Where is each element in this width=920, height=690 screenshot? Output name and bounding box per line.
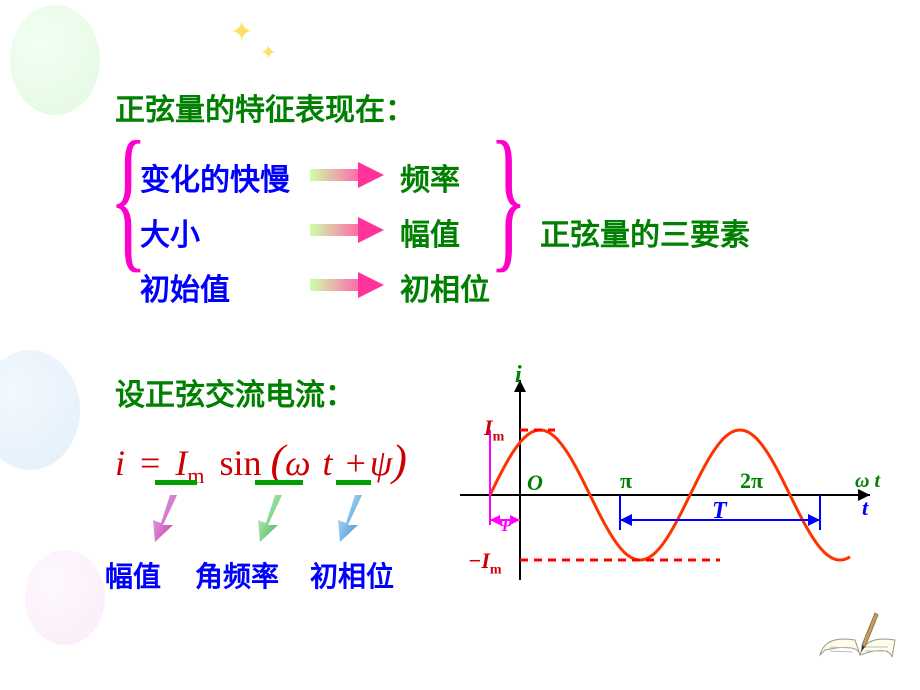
arrow-1 [310,162,385,188]
arrow-3 [310,272,385,298]
row-right-2: 幅值 [400,210,460,254]
formula-eq: = [134,443,166,483]
chart-omega-t-label: ω t [855,470,880,493]
formula-t: t [320,443,333,483]
decor-sparkle: ✦ [260,40,277,65]
underline-omega-t [255,480,303,485]
row-left-2: 大小 [140,210,200,254]
small-arrow-1 [145,490,195,545]
formula-Im: I [175,443,187,483]
arrow-2 [310,217,385,243]
formula-lparen: ( [270,436,285,485]
formula-omega: ω [285,443,310,483]
formula-i: i [115,443,125,483]
formula-psi: ψ [370,443,392,483]
decor-notebook-icon [810,605,900,675]
brace-right: } [489,105,527,290]
chart-T-label: T [712,498,727,525]
three-elements-label: 正弦量的三要素 [540,210,750,254]
formula-rparen: ) [392,436,407,485]
chart-t-label: t [862,495,868,521]
chart-O-label: O [527,470,543,496]
formula-sin: sin [213,443,261,483]
row-left-3: 初始值 [140,265,230,309]
chart-i-label: i [515,362,522,389]
label-initial-phase: 初相位 [310,555,394,595]
row-right-1: 频率 [400,155,460,199]
page-title: 正弦量的特征表现在： [115,85,415,129]
underline-Im [155,480,197,485]
sine-chart [450,370,900,600]
label-amplitude: 幅值 [105,555,161,595]
row-left-1: 变化的快慢 [140,155,290,199]
chart-2pi-label: 2π [740,468,763,494]
chart-pi-label: π [620,468,632,494]
decor-balloon-pink [25,550,105,645]
chart-Im-label: Im [484,415,504,445]
label-angular-freq: 角频率 [195,555,279,595]
row-right-3: 初相位 [400,265,490,309]
decor-balloon-blue [0,350,80,470]
small-arrow-2 [250,490,300,545]
chart-negIm-label: −Im [468,548,502,578]
formula-plus: + [342,443,370,483]
subtitle: 设正弦交流电流： [115,370,355,414]
decor-sparkle: ✦ [230,15,253,49]
underline-psi [336,480,371,485]
small-arrow-3 [330,490,380,545]
chart-psi-label: Ψ [498,515,512,536]
decor-balloon-green [10,5,100,115]
